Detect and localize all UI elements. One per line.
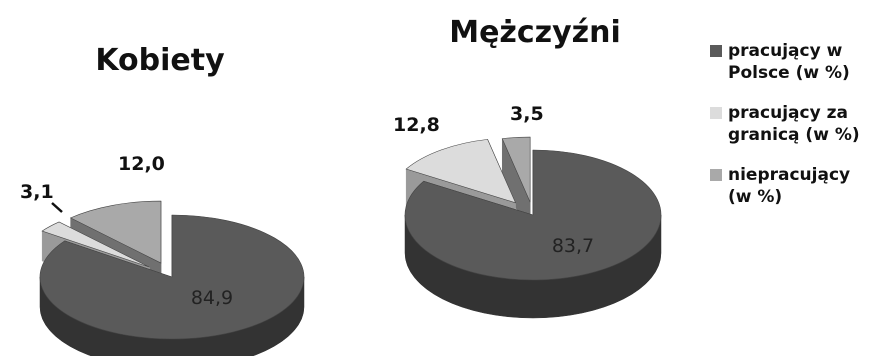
pie-women-top-working-abroad (41, 221, 150, 268)
pie-women-top-not-working (69, 200, 162, 264)
data-label-men-working-abroad: 12,8 (393, 114, 440, 136)
data-label-women-working-poland: 84,9 (191, 287, 233, 309)
legend-label-working-abroad-2: granicą (w %) (728, 125, 860, 145)
pie-women-top-working-poland (39, 214, 305, 340)
legend-item-not-working: niepracujący (w %) (708, 164, 878, 208)
chart-title-women: Kobiety (95, 43, 225, 78)
leader-line-women-working-abroad (51, 202, 63, 213)
legend-swatch-working-poland (710, 45, 722, 57)
chart-title-men: Mężczyźni (449, 15, 621, 50)
data-label-men-working-poland: 83,7 (552, 235, 594, 257)
data-label-men-not-working: 3,5 (510, 103, 544, 125)
pie-women-slice-working-poland (39, 214, 305, 356)
legend-label-working-poland-2: Polsce (w %) (728, 63, 850, 83)
legend-swatch-not-working (710, 169, 722, 181)
legend-item-working-poland: pracujący w Polsce (w %) (708, 40, 878, 84)
pie-men-top-working-poland (404, 149, 662, 281)
legend-label-not-working-1: niepracujący (728, 165, 851, 185)
pie-men: 83,7 12,8 3,5 (393, 103, 662, 319)
data-label-women-working-abroad: 3,1 (20, 181, 54, 203)
data-label-women-not-working: 12,0 (118, 153, 165, 175)
legend-item-working-abroad: pracujący za granicą (w %) (708, 102, 878, 146)
pie-women: 84,9 3,1 12,0 (20, 153, 305, 356)
legend-label-working-abroad-1: pracujący za (728, 103, 848, 123)
legend: pracujący w Polsce (w %) pracujący za gr… (708, 40, 878, 226)
legend-label-working-poland-1: pracujący w (728, 41, 843, 61)
pie-men-top-working-abroad (405, 139, 517, 204)
legend-label-not-working-2: (w %) (728, 187, 783, 207)
pie-men-top-not-working (501, 136, 531, 203)
pie-men-slice-working-poland (404, 149, 662, 319)
legend-swatch-working-abroad (710, 107, 722, 119)
